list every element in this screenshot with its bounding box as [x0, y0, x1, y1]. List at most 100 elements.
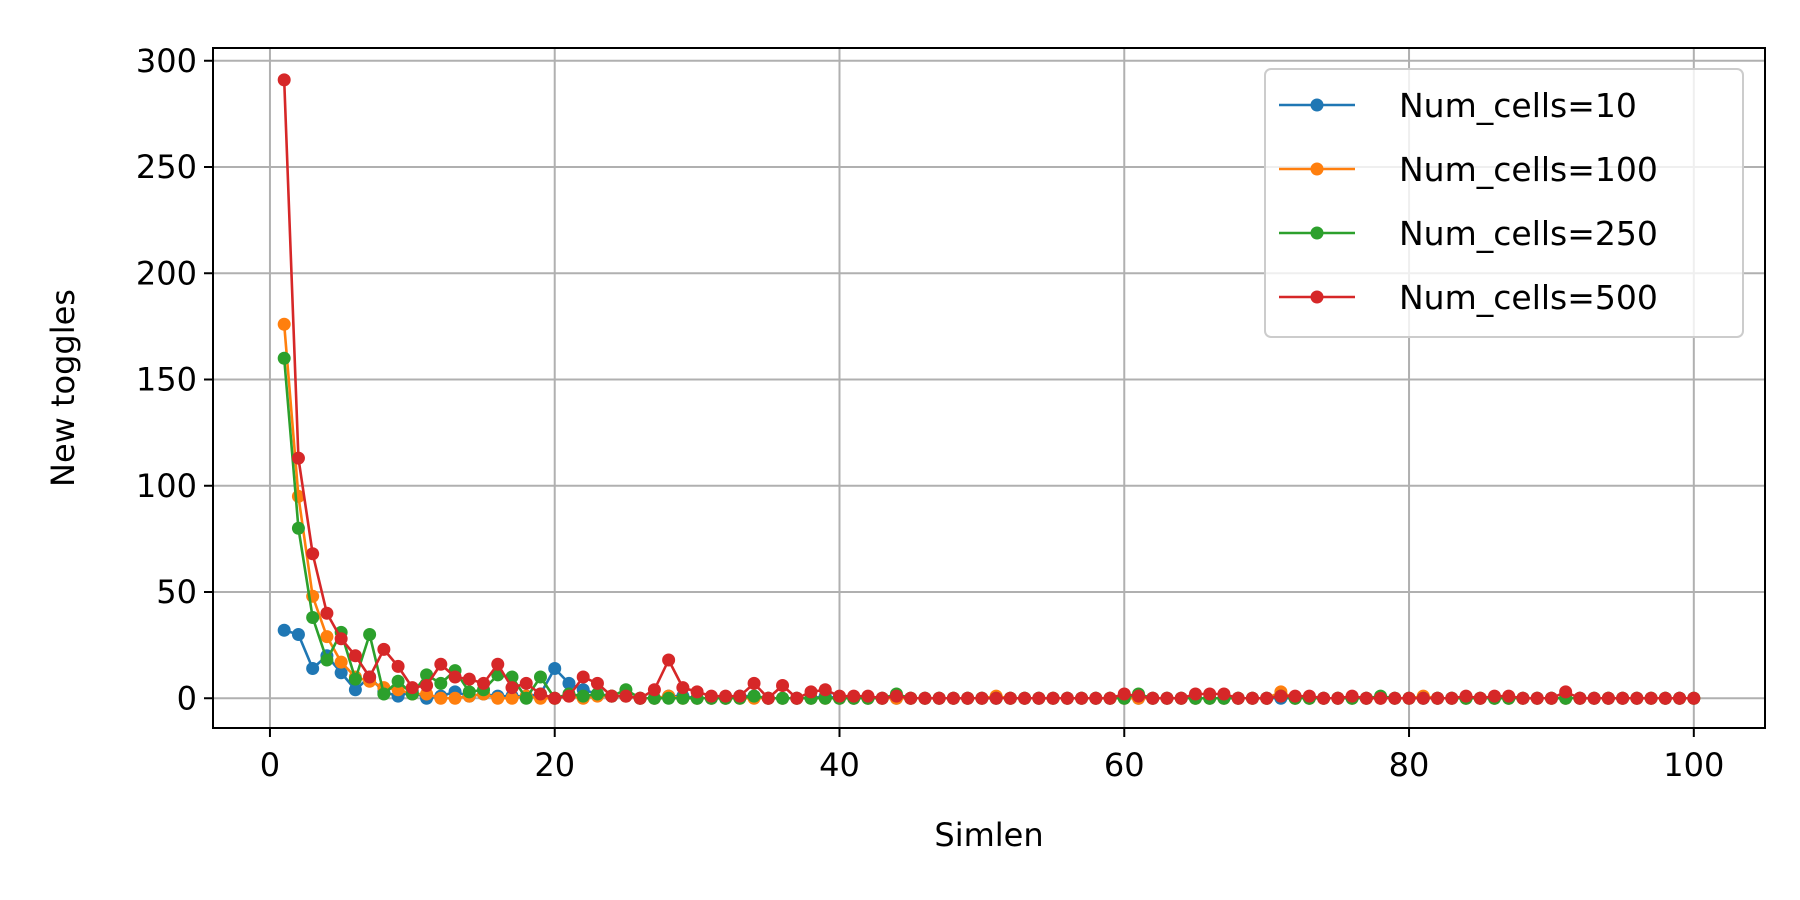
data-point [1203, 687, 1217, 701]
series-1 [277, 623, 1701, 705]
data-point [619, 689, 633, 703]
data-point [690, 685, 704, 699]
data-point [306, 662, 320, 675]
data-point [1416, 691, 1430, 705]
legend: Num_cells=10 Num_cells=100 Num_cells=250 Nu… [1264, 68, 1744, 338]
y-tick-label: 200 [136, 254, 197, 292]
data-point [391, 659, 405, 673]
y-tick-label: 50 [156, 573, 197, 611]
y-tick-label: 100 [136, 467, 197, 505]
data-point [1345, 689, 1359, 703]
data-point [975, 691, 989, 705]
data-point [1260, 691, 1274, 705]
data-point [932, 691, 946, 705]
data-point [1402, 691, 1416, 705]
data-point [1117, 687, 1131, 701]
data-point [1274, 689, 1288, 703]
data-point [633, 691, 647, 705]
data-point [590, 676, 604, 690]
data-point [1530, 691, 1544, 705]
data-point [420, 679, 434, 692]
data-point [1075, 691, 1089, 705]
data-point [946, 691, 960, 705]
data-point [576, 689, 590, 703]
data-point [761, 691, 775, 705]
data-point [590, 687, 604, 701]
data-point [576, 670, 590, 684]
data-point [1616, 691, 1630, 705]
data-point [1473, 691, 1487, 705]
data-point [1089, 691, 1103, 705]
legend-item: Num_cells=10 [1279, 86, 1637, 125]
data-point [306, 547, 320, 561]
data-point [719, 689, 733, 703]
data-point [1687, 691, 1701, 705]
legend-box [1264, 68, 1744, 338]
x-tick-label: 100 [1663, 746, 1724, 784]
data-point [1359, 691, 1373, 705]
data-point [1288, 689, 1302, 703]
legend-label: Num_cells=500 [1399, 278, 1658, 317]
data-point [832, 689, 846, 703]
data-point [676, 691, 690, 705]
data-point [548, 691, 562, 705]
data-point [747, 689, 761, 703]
data-point [776, 691, 790, 705]
data-point [1046, 691, 1060, 705]
x-tick-label: 80 [1389, 746, 1430, 784]
data-point [320, 653, 334, 667]
legend-label: Num_cells=100 [1399, 150, 1658, 189]
data-point [477, 676, 491, 690]
data-point [334, 666, 348, 680]
x-tick-label: 20 [534, 746, 575, 784]
data-point [1658, 691, 1672, 705]
legend-item: Num_cells=100 [1279, 150, 1658, 189]
data-point [1231, 691, 1245, 705]
data-point [1217, 687, 1231, 701]
legend-marker [1310, 162, 1324, 176]
data-point [861, 689, 875, 703]
data-point [647, 683, 661, 697]
data-point [491, 691, 505, 705]
data-point [291, 628, 305, 641]
data-point [1060, 691, 1074, 705]
data-point [818, 683, 832, 697]
data-point [377, 687, 391, 701]
legend-label: Num_cells=10 [1399, 86, 1637, 125]
data-point [1673, 691, 1687, 705]
data-point [533, 687, 547, 701]
data-point [918, 691, 932, 705]
data-point [491, 657, 505, 671]
data-point [1032, 691, 1046, 705]
plot-frame [212, 47, 1766, 729]
data-point [1630, 691, 1644, 705]
data-point [348, 683, 362, 697]
data-point [277, 623, 291, 637]
data-point [363, 670, 377, 684]
x-tick-label: 40 [819, 746, 860, 784]
data-point [1302, 689, 1316, 703]
data-point [277, 317, 291, 331]
data-point [1487, 689, 1501, 703]
data-point [348, 649, 362, 663]
series-line [282, 79, 1694, 700]
data-point [562, 676, 576, 690]
data-point [348, 672, 362, 686]
data-point [1459, 689, 1473, 703]
data-point [420, 668, 434, 682]
data-point [1516, 691, 1530, 705]
data-point [875, 691, 889, 705]
data-point [790, 691, 804, 705]
data-point [747, 676, 761, 690]
series-line [282, 358, 1694, 700]
data-point [462, 685, 476, 699]
data-point [1587, 691, 1601, 705]
data-point [1573, 691, 1587, 705]
data-point [904, 691, 918, 705]
data-point [1502, 689, 1516, 703]
data-point [733, 689, 747, 703]
data-point [377, 642, 391, 656]
data-point [1388, 691, 1402, 705]
data-point [505, 691, 519, 705]
